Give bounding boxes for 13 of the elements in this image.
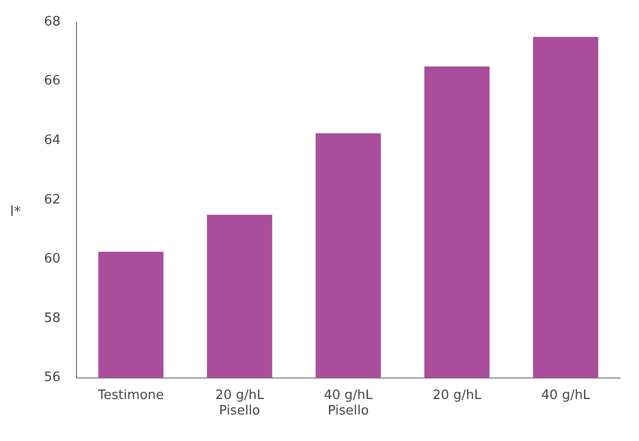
y-tick-label: 64 <box>44 132 61 148</box>
x-tick-label: 40 g/hL Pisello <box>324 388 374 419</box>
y-axis-title: l* <box>10 204 21 220</box>
y-tick-label: 56 <box>44 370 61 386</box>
x-tick-label: 40 g/hL <box>541 388 591 403</box>
y-tick-label: 60 <box>44 252 61 267</box>
x-tick-label: Testimone <box>96 388 164 403</box>
y-tick-label: 66 <box>44 74 61 89</box>
y-tick-label: 68 <box>44 14 61 30</box>
y-tick-label: 62 <box>44 192 61 208</box>
x-tick-label: 20 g/hL <box>432 388 482 403</box>
y-tick-label: 58 <box>44 310 61 326</box>
x-tick-label: 20 g/hL Pisello <box>215 388 265 419</box>
